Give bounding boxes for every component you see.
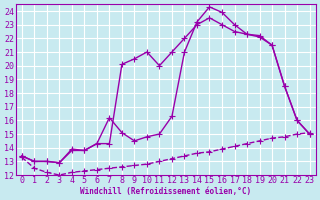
X-axis label: Windchill (Refroidissement éolien,°C): Windchill (Refroidissement éolien,°C) (80, 187, 251, 196)
